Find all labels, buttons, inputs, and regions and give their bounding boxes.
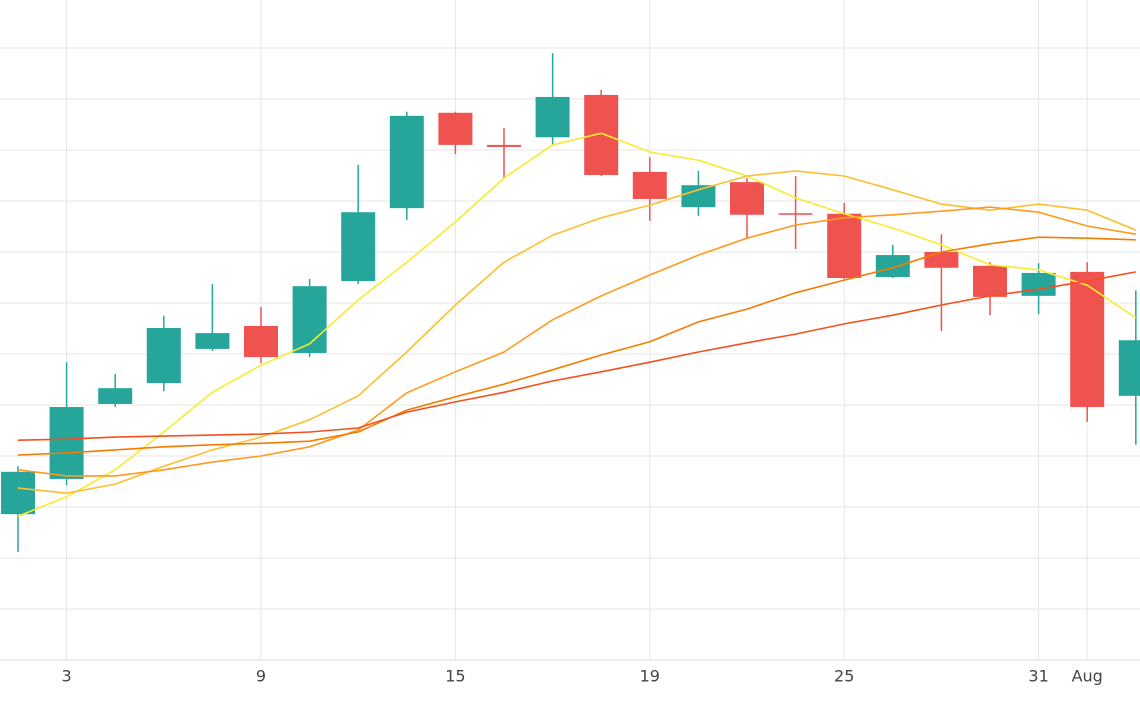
- x-tick-label: 3: [62, 667, 72, 686]
- x-tick-label: 25: [834, 667, 854, 686]
- candle-body: [924, 252, 959, 268]
- candle-body: [535, 96, 570, 138]
- candle-body: [98, 388, 133, 404]
- candle-body: [730, 182, 764, 215]
- x-tick-label: 15: [445, 667, 465, 686]
- x-tick-label: 31: [1028, 667, 1048, 686]
- candle-body: [827, 213, 862, 279]
- candle-body: [778, 213, 813, 215]
- candle-body: [1070, 271, 1105, 408]
- candle-body: [681, 185, 716, 208]
- candle-body: [244, 325, 278, 358]
- moving-average-line: [17, 170, 1137, 495]
- moving-average-line: [17, 132, 1137, 517]
- candle-body: [973, 265, 1007, 297]
- candle-body: [875, 255, 910, 277]
- candle-body: [487, 144, 521, 147]
- moving-average-line: [17, 271, 1136, 441]
- candle-body: [1, 471, 35, 515]
- x-tick-label: Aug: [1072, 667, 1103, 686]
- moving-average-line: [17, 206, 1136, 477]
- candle-body: [438, 112, 473, 145]
- candle-body: [1118, 340, 1140, 396]
- candle-body: [195, 333, 230, 349]
- candle-body: [49, 407, 84, 479]
- candle-body: [292, 286, 327, 353]
- candle-body: [389, 115, 424, 209]
- x-tick-label: 9: [256, 667, 266, 686]
- candle-body: [1021, 272, 1056, 296]
- x-tick-label: 19: [640, 667, 660, 686]
- candle-body: [584, 94, 619, 175]
- moving-average-line: [17, 236, 1136, 456]
- candle-body: [341, 212, 376, 282]
- candle-body: [632, 171, 667, 199]
- candle-body: [146, 327, 181, 384]
